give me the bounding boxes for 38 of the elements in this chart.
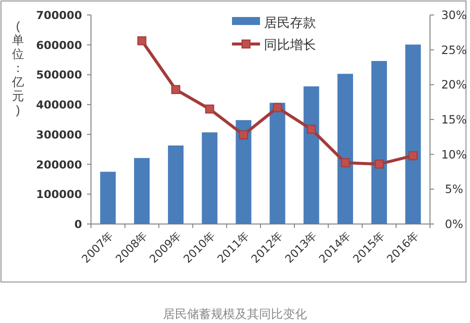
point bbox=[306, 124, 316, 134]
point bbox=[171, 85, 180, 94]
point bbox=[374, 160, 384, 169]
bar bbox=[405, 44, 421, 224]
y2-tick-label: 10% bbox=[441, 147, 467, 162]
y2-tick-label: 20% bbox=[441, 78, 467, 92]
y-axis-title: (单位：亿元) bbox=[11, 19, 24, 117]
y-tick-label: 300000 bbox=[36, 128, 82, 142]
point bbox=[239, 130, 248, 140]
text: 居民储蓄规模及其同比变化 bbox=[163, 307, 307, 321]
point bbox=[272, 103, 282, 112]
y-tick-label: 100000 bbox=[36, 188, 82, 202]
bar bbox=[134, 158, 150, 224]
point bbox=[137, 36, 146, 46]
legend-label: 同比增长 bbox=[264, 37, 316, 52]
bar bbox=[202, 132, 218, 224]
bar bbox=[168, 145, 184, 224]
bar bbox=[337, 74, 354, 224]
y-tick-label: 200000 bbox=[36, 158, 82, 172]
y2-tick-label: 0% bbox=[444, 217, 464, 231]
bar bbox=[270, 102, 286, 224]
bar bbox=[236, 120, 252, 224]
point bbox=[340, 158, 350, 168]
legend-label: 居民存款 bbox=[264, 15, 316, 30]
y-tick-label: 0 bbox=[74, 218, 82, 231]
y2-tick-label: 30% bbox=[441, 8, 467, 22]
bar bbox=[100, 172, 116, 224]
point bbox=[205, 104, 214, 114]
y-tick-label: 400000 bbox=[36, 98, 82, 112]
bar bbox=[304, 86, 320, 224]
y-tick-label: 600000 bbox=[36, 38, 82, 52]
y-tick-label: 500000 bbox=[36, 68, 82, 82]
y-tick-label: 700000 bbox=[36, 9, 82, 22]
y2-tick-label: 15% bbox=[441, 112, 467, 126]
y2-tick-label: 5% bbox=[444, 182, 464, 196]
y2-tick-label: 25% bbox=[441, 42, 467, 57]
point bbox=[408, 151, 418, 160]
bar bbox=[371, 60, 387, 224]
